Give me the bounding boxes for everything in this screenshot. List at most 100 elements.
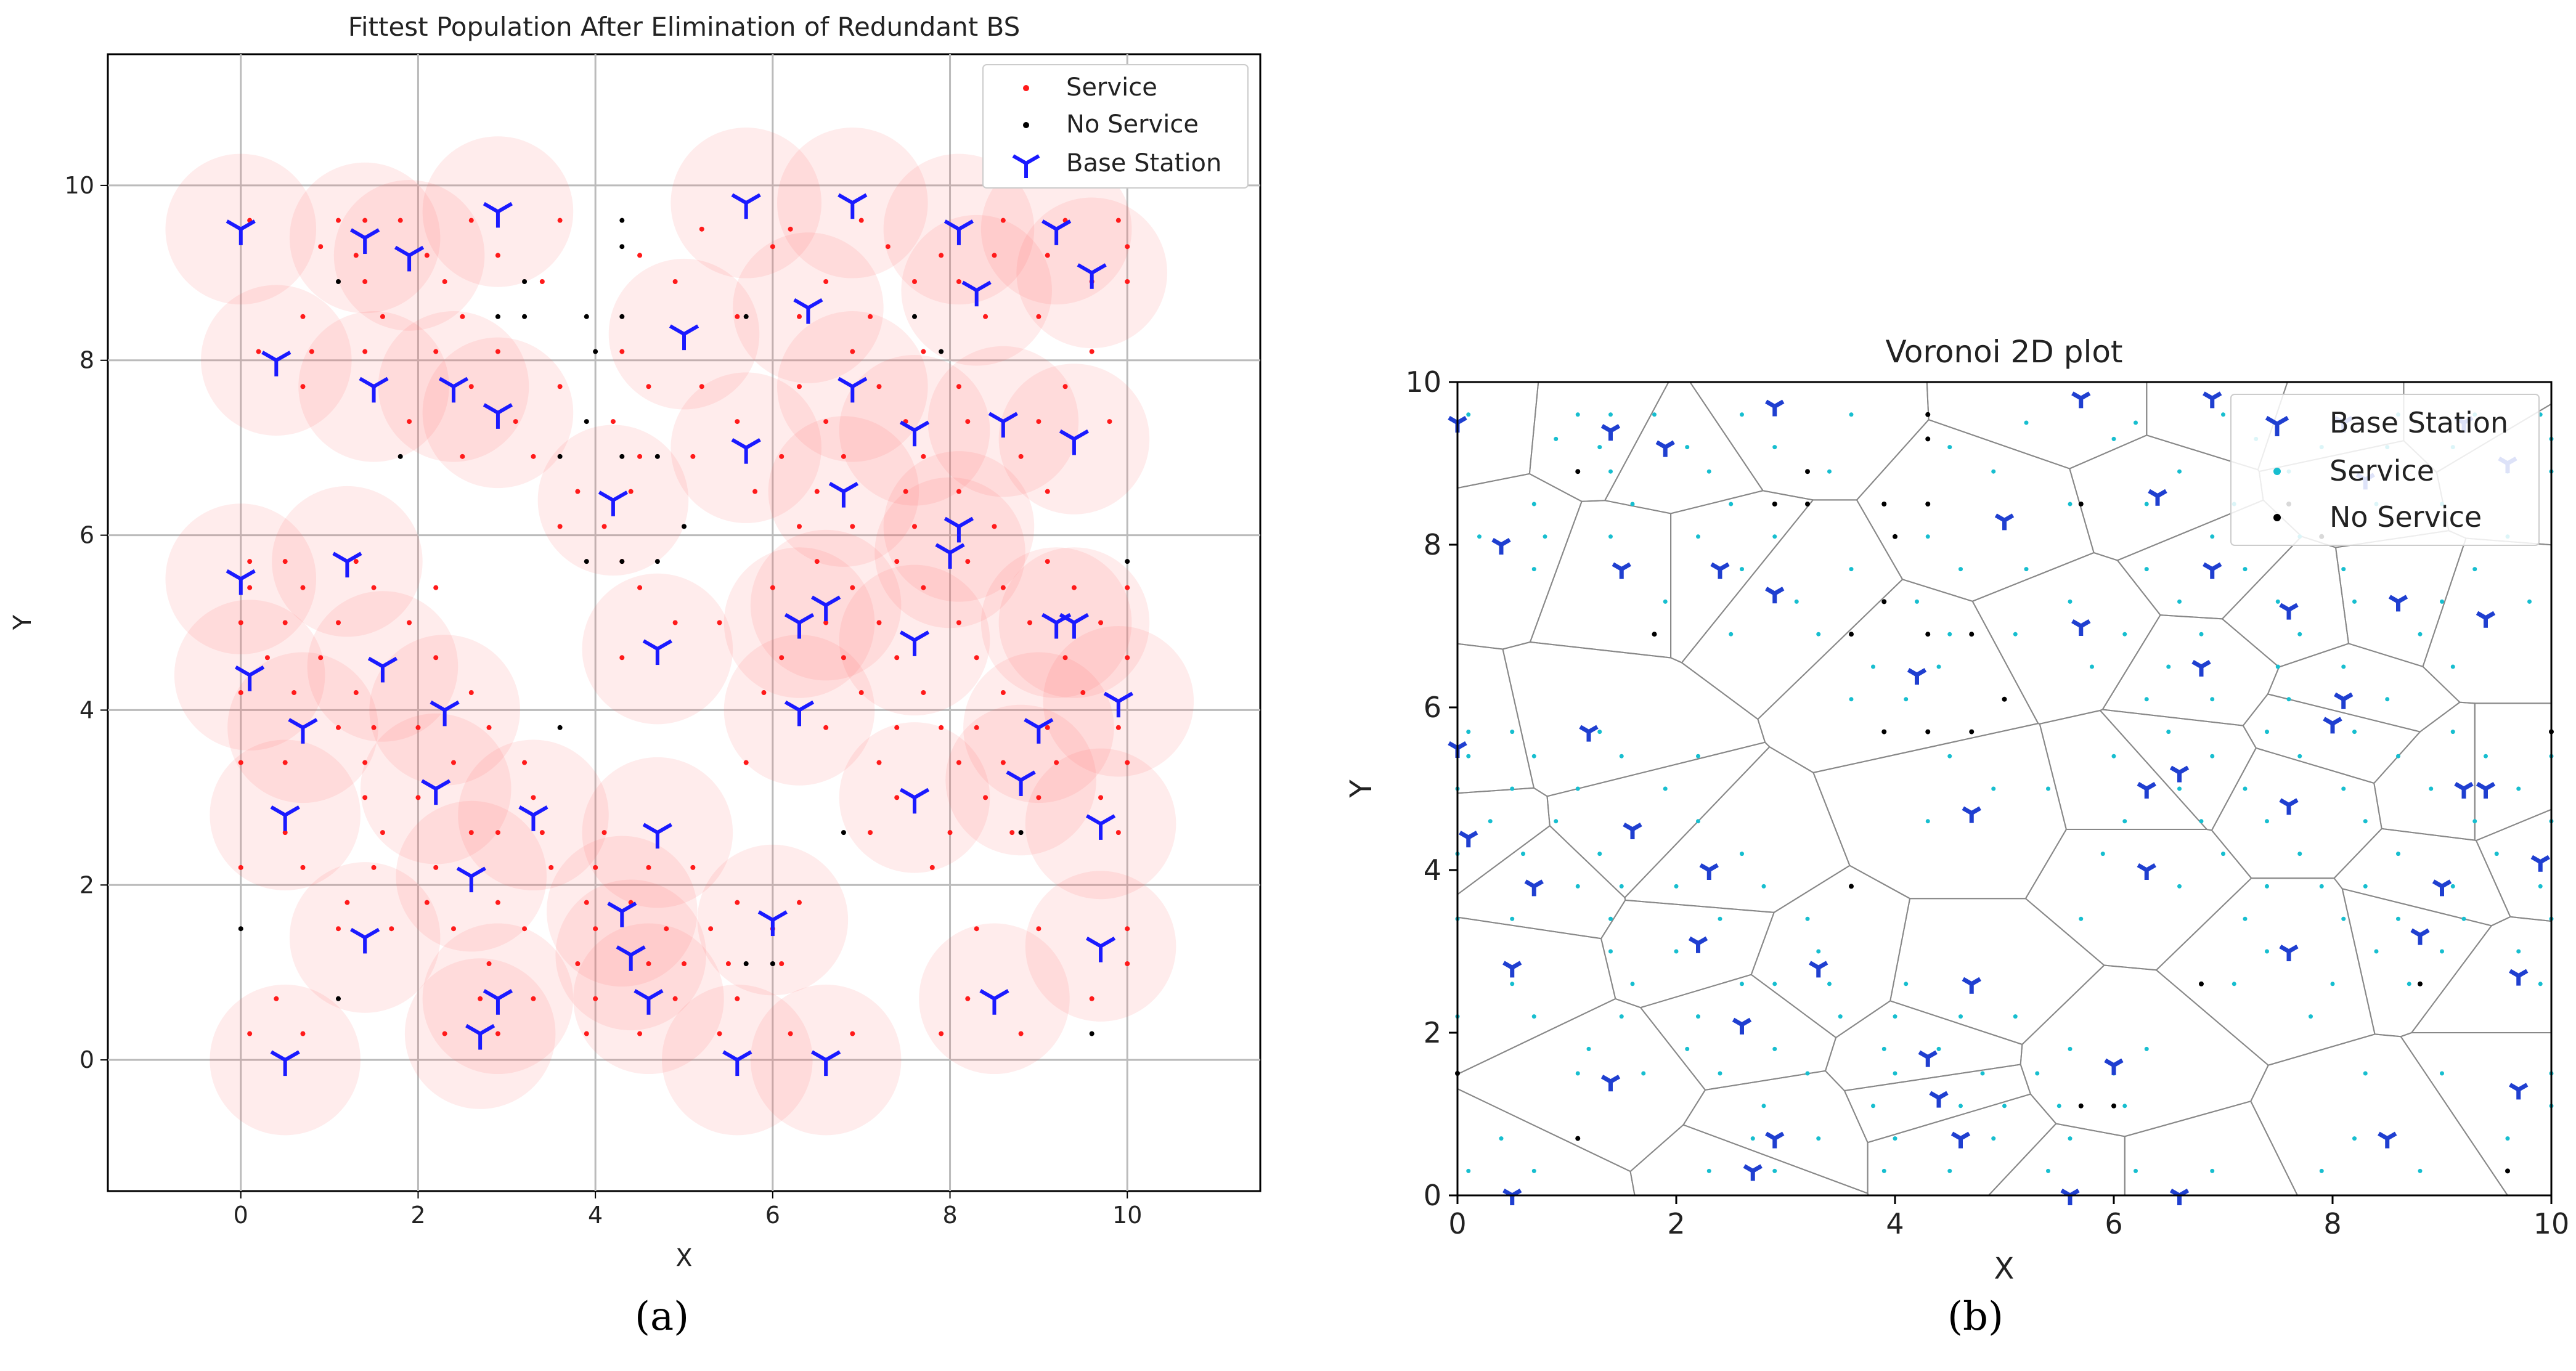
service-point bbox=[2210, 534, 2215, 539]
service-point bbox=[2319, 1168, 2324, 1173]
service-point bbox=[921, 454, 926, 459]
service-point bbox=[415, 725, 421, 730]
service-point bbox=[1816, 1136, 1821, 1141]
no-service-point bbox=[1089, 1031, 1094, 1036]
service-point bbox=[1925, 819, 1930, 824]
service-point bbox=[1663, 786, 1668, 791]
service-point bbox=[965, 559, 971, 564]
service-point bbox=[974, 725, 979, 730]
y-tick-label: 2 bbox=[79, 871, 94, 898]
service-point bbox=[557, 524, 563, 529]
service-point bbox=[2396, 916, 2400, 921]
no-service-point bbox=[619, 218, 625, 223]
service-point bbox=[557, 218, 563, 223]
service-point bbox=[2079, 916, 2084, 921]
y-tick-label: 0 bbox=[79, 1046, 94, 1073]
service-point bbox=[1575, 884, 1580, 889]
voronoi-cell bbox=[1457, 1088, 1636, 1195]
service-point bbox=[939, 1031, 944, 1036]
panel-a-chart: 0 2 4 6 8 10 0 2 4 6 8 10 Fittest Population After … bbox=[9, 12, 1262, 1272]
service-point bbox=[2516, 949, 2521, 954]
base-station-marker bbox=[483, 403, 513, 429]
service-point bbox=[2144, 697, 2149, 702]
service-point bbox=[353, 253, 359, 258]
base-station-marker bbox=[1085, 814, 1116, 840]
service-point bbox=[1531, 1168, 1536, 1173]
base-station-marker bbox=[811, 595, 841, 622]
base-station-marker bbox=[838, 193, 868, 219]
service-point bbox=[1685, 445, 1690, 450]
service-point bbox=[1750, 1136, 1755, 1141]
service-point bbox=[531, 795, 536, 800]
base-station-marker bbox=[261, 351, 291, 376]
service-point bbox=[841, 454, 846, 459]
service-point bbox=[344, 900, 350, 905]
service-point bbox=[672, 279, 678, 284]
service-point bbox=[2068, 502, 2073, 506]
service-point bbox=[1608, 916, 1613, 921]
base-station-marker bbox=[483, 201, 513, 228]
service-point bbox=[797, 900, 802, 905]
service-point bbox=[1045, 253, 1050, 258]
service-point bbox=[1000, 218, 1006, 223]
base-station-marker bbox=[1502, 961, 1522, 978]
service-point bbox=[1071, 585, 1077, 590]
service-point bbox=[2330, 982, 2335, 987]
service-point bbox=[1107, 419, 1112, 425]
service-point bbox=[557, 384, 563, 389]
no-service-point bbox=[619, 559, 625, 564]
base-station-marker bbox=[456, 866, 486, 893]
service-point bbox=[238, 690, 243, 696]
service-point bbox=[1630, 982, 1635, 987]
service-point bbox=[983, 314, 988, 319]
service-point bbox=[1740, 982, 1744, 987]
x-tick-label: 8 bbox=[942, 1202, 957, 1229]
base-station-marker bbox=[394, 245, 425, 272]
base-station-marker bbox=[784, 700, 815, 726]
service-point bbox=[407, 419, 412, 425]
base-station-marker bbox=[1059, 612, 1090, 639]
base-station-marker bbox=[2279, 603, 2299, 620]
service-point bbox=[548, 865, 554, 870]
no-service-point bbox=[619, 244, 625, 250]
service-point bbox=[1630, 502, 1635, 506]
service-point bbox=[1652, 412, 1657, 417]
no-service-point bbox=[2199, 981, 2204, 987]
service-point bbox=[1575, 412, 1580, 417]
service-point bbox=[868, 830, 873, 836]
service-point bbox=[1125, 244, 1130, 250]
service-point bbox=[1608, 412, 1613, 417]
service-point bbox=[841, 655, 846, 661]
service-point bbox=[1488, 819, 1493, 824]
no-service-point bbox=[1652, 632, 1657, 637]
service-point bbox=[318, 244, 324, 250]
base-station-marker bbox=[669, 324, 699, 351]
legend-base-station-glyph bbox=[2265, 415, 2289, 436]
service-point bbox=[1947, 445, 1952, 450]
base-station-marker bbox=[811, 1050, 841, 1076]
service-point bbox=[1772, 982, 1777, 987]
service-point bbox=[2122, 819, 2127, 824]
service-point bbox=[947, 830, 953, 836]
base-station-marker bbox=[1809, 961, 1828, 978]
panel-b-legend: Base Station Service No Service bbox=[2230, 394, 2540, 546]
service-point bbox=[1510, 982, 1515, 987]
service-point bbox=[2243, 567, 2248, 572]
legend-a-service-label: Service bbox=[1066, 73, 1157, 102]
x-tick-label: 6 bbox=[2105, 1207, 2122, 1240]
service-point bbox=[1466, 412, 1471, 417]
no-service-point bbox=[1925, 412, 1931, 417]
service-point bbox=[1947, 632, 1952, 637]
no-service-point bbox=[584, 419, 589, 425]
service-point bbox=[1000, 690, 1006, 696]
service-point bbox=[2505, 1136, 2510, 1141]
service-point bbox=[1510, 916, 1515, 921]
service-point bbox=[1958, 567, 1963, 572]
service-point bbox=[2440, 1071, 2444, 1076]
x-tick-label: 4 bbox=[1886, 1207, 1904, 1240]
service-point bbox=[2013, 1014, 2018, 1019]
service-point bbox=[336, 926, 341, 932]
base-station-marker bbox=[235, 665, 265, 691]
base-station-marker bbox=[2476, 611, 2496, 628]
legend-b-no-service-marker bbox=[2273, 514, 2281, 521]
